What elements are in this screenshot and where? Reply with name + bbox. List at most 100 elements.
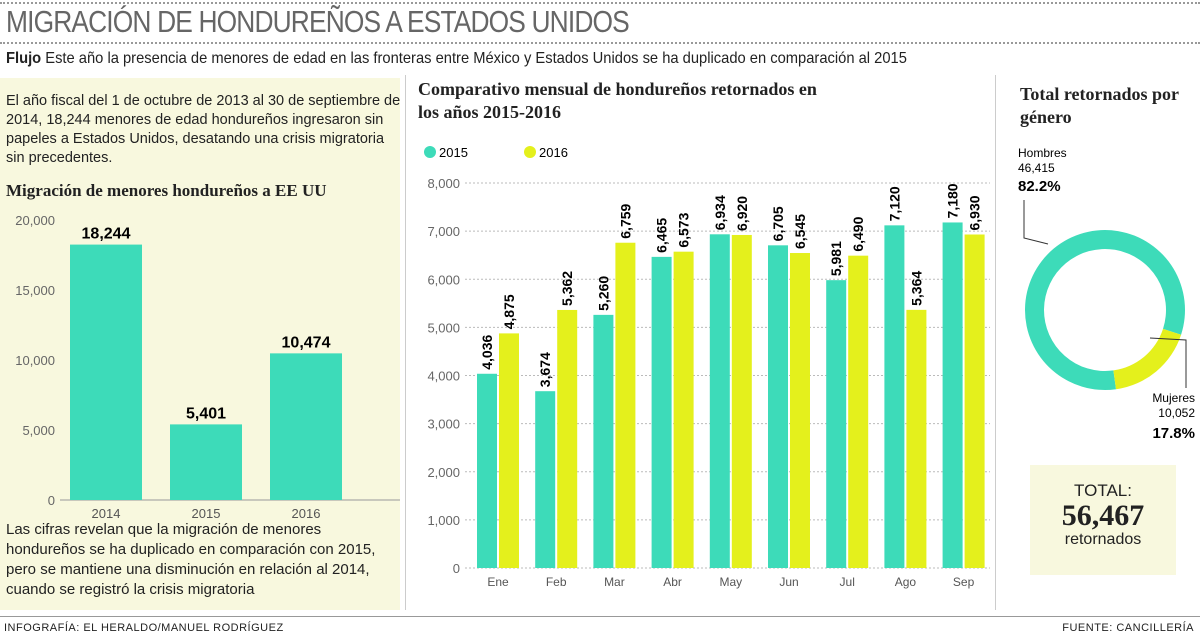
bar-value-label: 18,244: [82, 226, 131, 243]
left-chart-title: Migración de menores hondureños a EE UU: [6, 181, 327, 200]
bar-2015: [170, 424, 242, 500]
legend-swatch-2016: [524, 146, 536, 158]
y-tick-label: 3,000: [427, 417, 460, 432]
x-tick-label: Sep: [953, 575, 975, 589]
bar-Feb-2015: [535, 391, 556, 568]
slice-name: Mujeres: [1152, 391, 1195, 405]
bar-value-label: 6,759: [617, 203, 633, 238]
y-tick-label: 2,000: [427, 465, 460, 480]
x-tick-label: Ago: [895, 575, 917, 589]
leader-line: [1149, 337, 1187, 388]
legend-swatch-2015: [424, 146, 436, 158]
x-tick-label: Mar: [604, 575, 625, 589]
x-tick-label: Jun: [779, 575, 798, 589]
bar-May-2015: [709, 234, 730, 568]
outro-text: Las cifras revelan que la migración de m…: [6, 521, 376, 598]
divider: [405, 75, 406, 610]
x-tick-label: Jul: [840, 575, 855, 589]
bar-value-label: 5,362: [559, 271, 575, 306]
x-tick-label: Abr: [663, 575, 682, 589]
subtitle-text: Este año la presencia de menores de edad…: [45, 50, 907, 67]
y-tick-label: 6,000: [427, 272, 460, 287]
bar-value-label: 6,920: [734, 196, 750, 231]
middle-chart-title: Comparativo mensual de hondureños retorn…: [418, 79, 817, 122]
x-tick-label: 2015: [192, 506, 221, 521]
bar-value-label: 5,364: [908, 271, 924, 306]
y-tick-label: 15,000: [15, 283, 55, 298]
bar-Ago-2015: [884, 225, 905, 568]
bar-Jun-2016: [790, 253, 810, 568]
bar-value-label: 5,260: [595, 276, 611, 311]
bar-2016: [270, 353, 342, 500]
bar-Jun-2015: [768, 245, 788, 568]
donut-title: Total retornados por género: [1020, 84, 1179, 127]
bar-Mar-2015: [593, 314, 614, 568]
top-rule: [0, 2, 1200, 4]
bar-value-label: 4,036: [479, 335, 495, 370]
bar-Abr-2016: [673, 251, 694, 568]
bar-value-label: 7,180: [945, 183, 961, 218]
slice-percent: 82.2%: [1018, 178, 1061, 195]
bar-value-label: 6,705: [770, 206, 786, 241]
x-tick-label: May: [719, 575, 742, 589]
legend-label: 2015: [439, 145, 468, 160]
x-tick-label: Feb: [546, 575, 567, 589]
bar-Ene-2015: [477, 373, 497, 568]
bar-value-label: 6,465: [654, 218, 670, 253]
bar-value-label: 7,120: [886, 186, 902, 221]
bar-value-label: 6,545: [792, 214, 808, 249]
bar-Abr-2015: [651, 256, 672, 568]
slice-value: 10,052: [1158, 406, 1195, 420]
bar-2014: [70, 244, 142, 500]
total-value: 56,467: [1061, 499, 1145, 532]
x-tick-label: 2016: [292, 506, 321, 521]
slice-value: 46,415: [1018, 161, 1055, 175]
footer-source: FUENTE: CANCILLERÍA: [1062, 622, 1194, 634]
left-panel: [0, 78, 400, 610]
y-tick-label: 5,000: [22, 423, 55, 438]
slice-name: Hombres: [1018, 146, 1067, 160]
y-tick-label: 8,000: [427, 176, 460, 191]
bar-Jul-2015: [826, 280, 847, 568]
bar-value-label: 4,875: [501, 294, 517, 329]
subtitle-lead: Flujo: [6, 50, 42, 67]
bar-value-label: 10,474: [282, 334, 331, 351]
y-tick-label: 10,000: [15, 353, 55, 368]
subtitle: Flujo Este año la presencia de menores d…: [6, 50, 907, 68]
bar-value-label: 5,981: [828, 241, 844, 276]
intro-text: El año fiscal del 1 de octubre de 2013 a…: [6, 93, 401, 166]
footer-credit: INFOGRAFÍA: EL HERALDO/MANUEL RODRÍGUEZ: [4, 622, 284, 634]
legend-label: 2016: [539, 145, 568, 160]
x-tick-label: 2014: [92, 506, 121, 521]
y-tick-label: 5,000: [427, 320, 460, 335]
bar-Feb-2016: [557, 309, 578, 568]
y-tick-label: 4,000: [427, 369, 460, 384]
bar-Sep-2016: [964, 234, 985, 568]
bar-value-label: 6,490: [850, 216, 866, 251]
total-box: TOTAL: 56,467 retornados: [1030, 465, 1176, 575]
page-title: MIGRACIÓN DE HONDUREÑOS A ESTADOS UNIDOS: [6, 4, 630, 39]
y-tick-label: 0: [48, 493, 55, 508]
slice-percent: 17.8%: [1152, 425, 1195, 442]
bar-Ago-2016: [906, 309, 927, 568]
y-tick-label: 7,000: [427, 224, 460, 239]
divider: [995, 75, 996, 610]
bar-value-label: 6,934: [712, 195, 728, 230]
donut-slice-Mujeres: [1113, 328, 1182, 390]
leader-line: [1023, 200, 1049, 245]
x-tick-label: Ene: [487, 575, 509, 589]
footer-rule: [0, 616, 1200, 617]
bar-value-label: 6,573: [676, 212, 692, 247]
title-rule: [0, 42, 1200, 44]
bar-Sep-2015: [942, 222, 963, 568]
bar-May-2016: [731, 234, 752, 568]
y-tick-label: 0: [453, 561, 460, 576]
total-unit: retornados: [1064, 531, 1142, 548]
y-tick-label: 20,000: [15, 213, 55, 228]
bar-value-label: 6,930: [967, 195, 983, 230]
y-tick-label: 1,000: [427, 513, 460, 528]
bar-value-label: 5,401: [186, 405, 226, 422]
bar-Ene-2016: [499, 333, 519, 568]
bar-Mar-2016: [615, 242, 636, 568]
